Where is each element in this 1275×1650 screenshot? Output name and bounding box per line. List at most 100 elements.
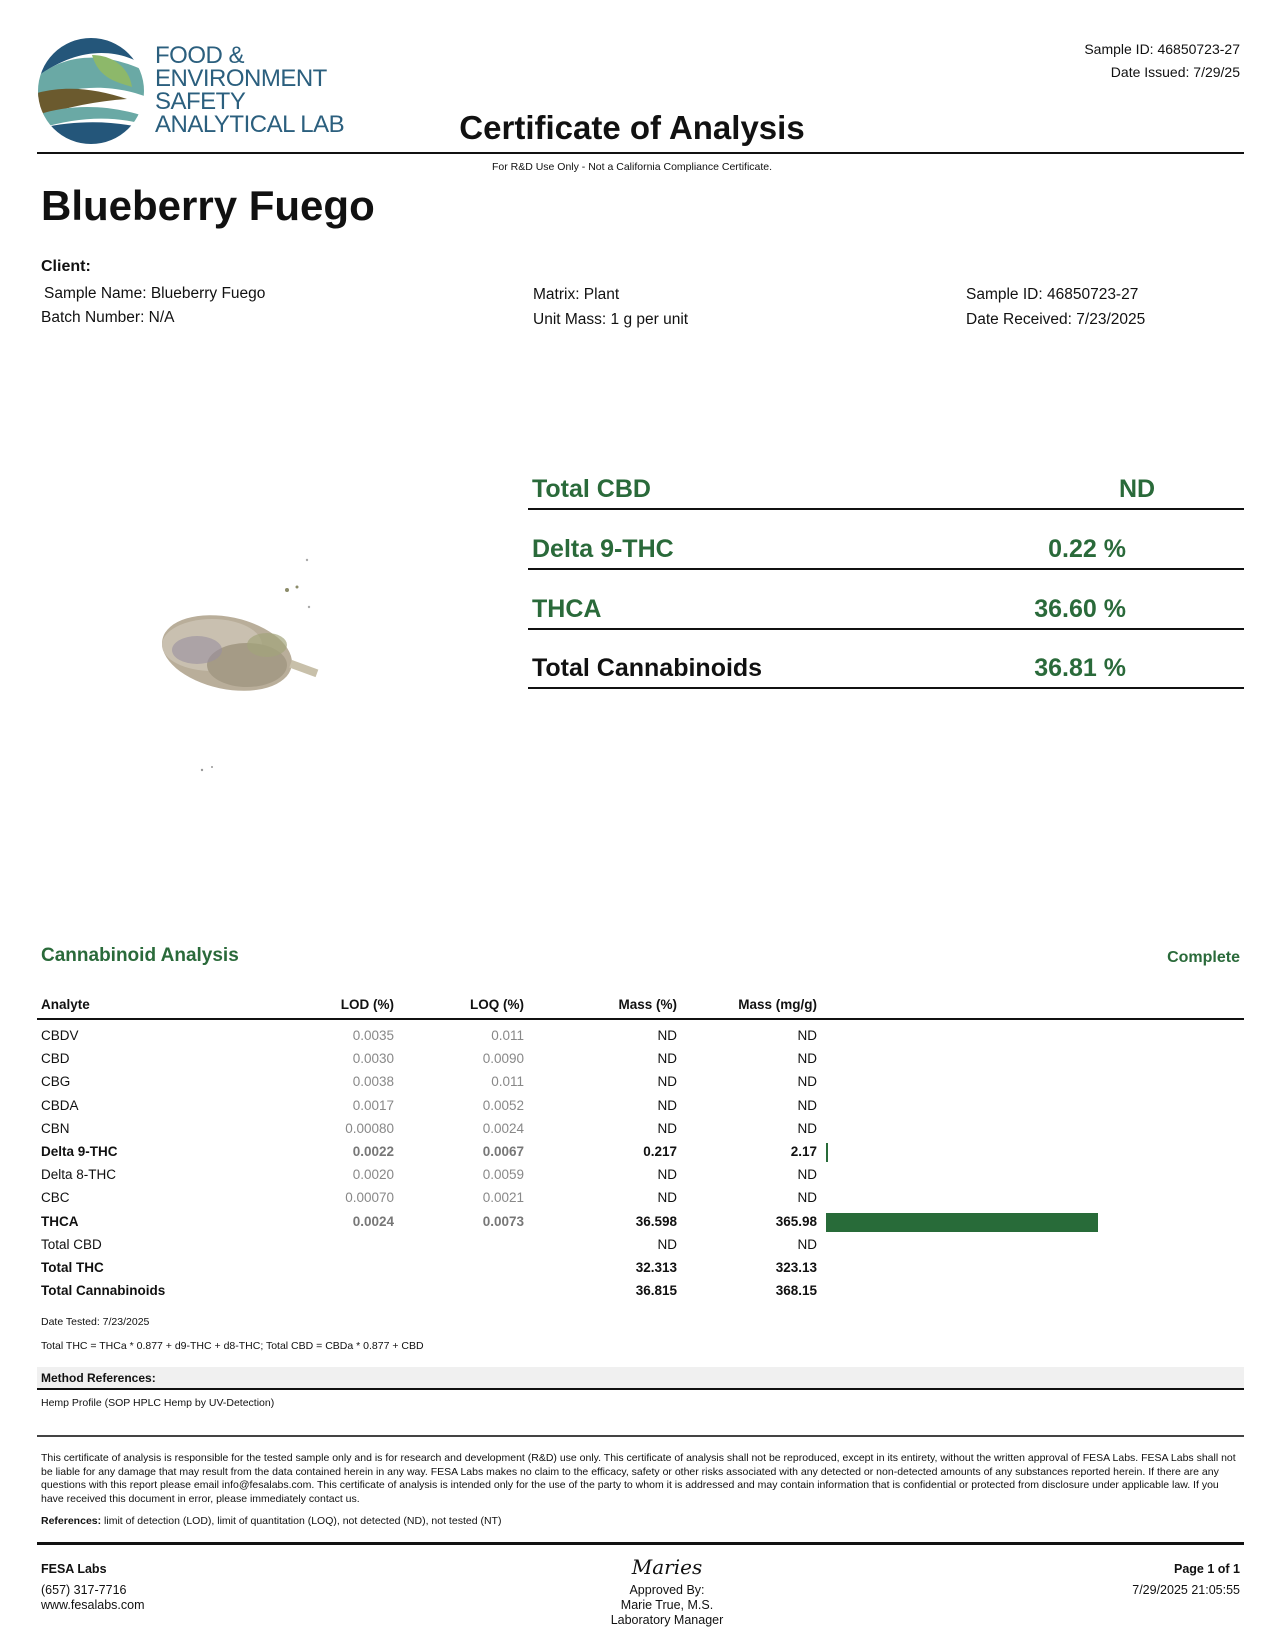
analysis-status: Complete — [1167, 949, 1240, 966]
analyte-cell: CBC — [41, 1190, 70, 1206]
page-number: Page 1 of 1 — [1174, 1562, 1240, 1576]
mass-mg-cell: 365.98 — [775, 1213, 817, 1229]
loq-cell: 0.0024 — [482, 1120, 524, 1136]
mass-pct-cell: 0.217 — [643, 1144, 677, 1159]
references: References: limit of detection (LOD), li… — [41, 1515, 501, 1527]
summary-value: 0.22 % — [1048, 535, 1126, 563]
analysis-title: Cannabinoid Analysis — [41, 945, 239, 966]
sample-photo — [162, 558, 319, 772]
table-row: THCA 0.0024 0.0073 36.598 365.98 — [37, 1211, 1244, 1234]
table-row: CBN 0.00080 0.0024 ND ND — [37, 1118, 1244, 1141]
mass-mg-cell: ND — [797, 1097, 818, 1113]
footer-divider — [37, 1542, 1244, 1545]
loq-cell: 0.0090 — [482, 1051, 524, 1067]
summary-row-total-cbd: Total CBD ND — [528, 470, 1244, 510]
analyte-cell: CBN — [41, 1120, 70, 1136]
total-formula: Total THC = THCa * 0.877 + d9-THC + d8-T… — [41, 1340, 424, 1352]
table-row: Total CBD ND ND — [37, 1234, 1244, 1257]
mass-pct-cell: ND — [657, 1051, 678, 1067]
footer-timestamp: 7/29/2025 21:05:55 — [1132, 1583, 1240, 1597]
footer-company: FESA Labs — [41, 1562, 107, 1576]
method-references-label: Method References: — [41, 1371, 156, 1385]
loq-cell: 0.011 — [491, 1028, 524, 1043]
loq-cell: 0.0021 — [482, 1190, 524, 1206]
approver-signature: Maries — [631, 1555, 703, 1579]
mass-pct-cell: 36.598 — [635, 1213, 677, 1229]
client-sample-id: Sample ID: 46850723-27 — [966, 286, 1139, 303]
mass-bar — [826, 1143, 828, 1162]
analyte-cell: Delta 9-THC — [41, 1144, 118, 1159]
lod-cell: 0.0017 — [352, 1097, 394, 1113]
logo-text: FOOD & ENVIRONMENT SAFETY ANALYTICAL LAB — [155, 42, 345, 138]
column-header-lod: LOD (%) — [340, 997, 394, 1012]
table-row: CBC 0.00070 0.0021 ND ND — [37, 1187, 1244, 1210]
table-header-divider — [37, 1018, 1244, 1020]
lod-cell: 0.0024 — [352, 1213, 394, 1229]
analyte-cell: THCA — [41, 1213, 79, 1229]
mass-mg-cell: ND — [797, 1236, 818, 1252]
disclaimer-divider — [37, 1435, 1244, 1437]
mass-pct-cell: 32.313 — [635, 1260, 677, 1275]
column-header-analyte: Analyte — [41, 997, 90, 1012]
mass-mg-cell: ND — [797, 1190, 818, 1206]
table-row: Total THC 32.313 323.13 — [37, 1257, 1244, 1280]
batch-number: Batch Number: N/A — [41, 309, 175, 326]
loq-cell: 0.011 — [491, 1074, 524, 1090]
summary-label: Delta 9-THC — [532, 535, 674, 563]
loq-cell: 0.0073 — [482, 1213, 524, 1229]
table-row: Delta 9-THC 0.0022 0.0067 0.217 2.17 — [37, 1141, 1244, 1164]
mass-mg-cell: 368.15 — [775, 1283, 817, 1299]
references-text: limit of detection (LOD), limit of quant… — [101, 1515, 502, 1527]
lod-cell: 0.0038 — [352, 1074, 394, 1090]
mass-pct-cell: ND — [657, 1120, 678, 1136]
column-header-loq: LOQ (%) — [470, 997, 524, 1012]
mass-bar — [826, 1212, 1098, 1232]
summary-row-thca: THCA 36.60 % — [528, 590, 1244, 630]
column-header-mass-mg: Mass (mg/g) — [738, 997, 817, 1012]
lod-cell: 0.0030 — [352, 1051, 394, 1067]
header-date-issued: Date Issued: 7/29/25 — [1110, 64, 1240, 80]
footer-website[interactable]: www.fesalabs.com — [41, 1598, 145, 1612]
lod-cell: 0.00070 — [345, 1190, 394, 1206]
summary-value: 36.60 % — [1034, 595, 1126, 623]
summary-label: Total CBD — [532, 475, 651, 503]
loq-cell: 0.0052 — [482, 1097, 524, 1113]
analyte-cell: CBG — [41, 1074, 71, 1090]
mass-mg-cell: ND — [797, 1120, 818, 1136]
analyte-cell: Total Cannabinoids — [41, 1283, 166, 1299]
loq-cell: 0.0067 — [482, 1144, 524, 1159]
method-reference-item: Hemp Profile (SOP HPLC Hemp by UV-Detect… — [41, 1397, 275, 1409]
approved-by-label: Approved By: — [629, 1583, 705, 1597]
analyte-cell: CBDV — [41, 1028, 79, 1043]
unit-mass: Unit Mass: 1 g per unit — [533, 311, 689, 328]
approver-title: Laboratory Manager — [610, 1613, 724, 1627]
lod-cell: 0.0035 — [352, 1028, 394, 1043]
analyte-cell: Total CBD — [41, 1236, 102, 1252]
document-title: Certificate of Analysis — [459, 109, 805, 146]
footer-phone: (657) 317-7716 — [41, 1583, 127, 1597]
summary-label: THCA — [532, 595, 602, 623]
analyte-cell: CBD — [41, 1051, 70, 1067]
loq-cell: 0.0059 — [482, 1167, 524, 1183]
disclaimer: This certificate of analysis is responsi… — [41, 1452, 1236, 1506]
table-row: CBD 0.0030 0.0090 ND ND — [37, 1048, 1244, 1071]
logo-emblem-icon — [38, 38, 144, 144]
references-label: References: — [41, 1515, 102, 1527]
analyte-cell: Delta 8-THC — [41, 1167, 117, 1183]
analyte-cell: Total THC — [41, 1260, 104, 1275]
mass-mg-cell: ND — [797, 1167, 818, 1183]
method-references-header: Method References: — [37, 1367, 1244, 1390]
mass-pct-cell: ND — [657, 1074, 678, 1090]
mass-pct-cell: ND — [657, 1097, 678, 1113]
summary-value: 36.81 % — [1034, 654, 1126, 682]
mass-pct-cell: 36.815 — [635, 1283, 677, 1299]
table-row: Total Cannabinoids 36.815 368.15 — [37, 1280, 1244, 1303]
table-row: CBDA 0.0017 0.0052 ND ND — [37, 1095, 1244, 1118]
approver-name: Marie True, M.S. — [620, 1598, 714, 1612]
sample-name: Sample Name: Blueberry Fuego — [44, 285, 266, 302]
summary-row-total-cannabinoids: Total Cannabinoids 36.81 % — [528, 649, 1244, 689]
compliance-notice: For R&D Use Only - Not a California Comp… — [491, 161, 773, 173]
date-tested: Date Tested: 7/23/2025 — [41, 1316, 150, 1328]
header-sample-id: Sample ID: 46850723-27 — [1084, 41, 1240, 57]
summary-value: ND — [1118, 475, 1156, 503]
